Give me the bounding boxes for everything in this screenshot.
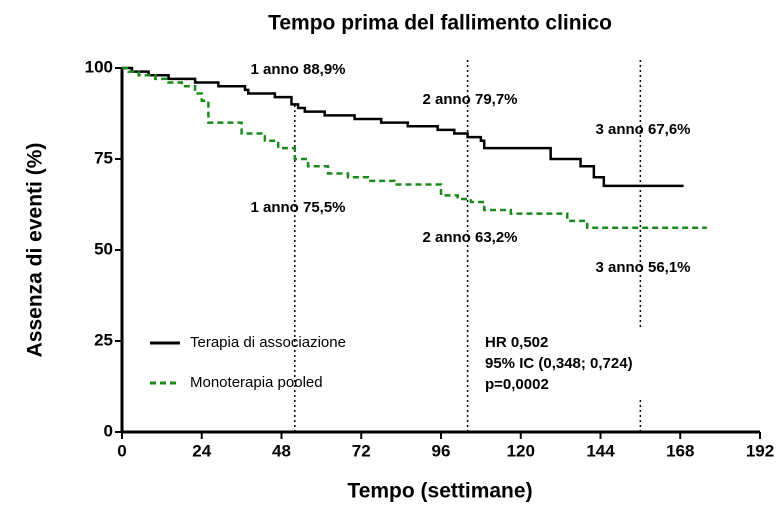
y-tick-label: 25 — [94, 330, 113, 349]
annotation: 1 anno 88,9% — [250, 61, 345, 78]
annotation: 3 anno 67,6% — [595, 121, 690, 138]
legend-label: Monoterapia pooled — [190, 374, 323, 391]
y-tick-label: 0 — [104, 421, 113, 440]
annotation: HR 0,502 — [485, 334, 548, 351]
annotation: p=0,0002 — [485, 376, 549, 393]
y-tick-label: 75 — [94, 148, 113, 167]
y-tick-label: 50 — [94, 239, 113, 258]
x-tick-label: 168 — [666, 441, 694, 460]
y-tick-label: 100 — [85, 57, 113, 76]
x-tick-label: 72 — [352, 441, 371, 460]
x-tick-label: 144 — [586, 441, 615, 460]
x-tick-label: 96 — [432, 441, 451, 460]
chart-title: Tempo prima del fallimento clinico — [268, 12, 612, 35]
x-axis-title: Tempo (settimane) — [347, 480, 532, 503]
km-curve — [122, 66, 707, 230]
x-tick-label: 48 — [272, 441, 291, 460]
x-tick-label: 120 — [507, 441, 535, 460]
x-tick-label: 24 — [192, 441, 211, 460]
annotation: 1 anno 75,5% — [250, 199, 345, 216]
km-curve — [122, 66, 684, 188]
legend-label: Terapia di associazione — [190, 334, 346, 351]
x-tick-label: 0 — [117, 441, 126, 460]
annotation: 3 anno 56,1% — [595, 259, 690, 276]
annotation: 95% IC (0,348; 0,724) — [485, 355, 633, 372]
x-tick-label: 192 — [746, 441, 774, 460]
y-axis-title: Assenza di eventi (%) — [24, 143, 47, 358]
annotation: 2 anno 79,7% — [422, 91, 517, 108]
annotation: 2 anno 63,2% — [422, 229, 517, 246]
